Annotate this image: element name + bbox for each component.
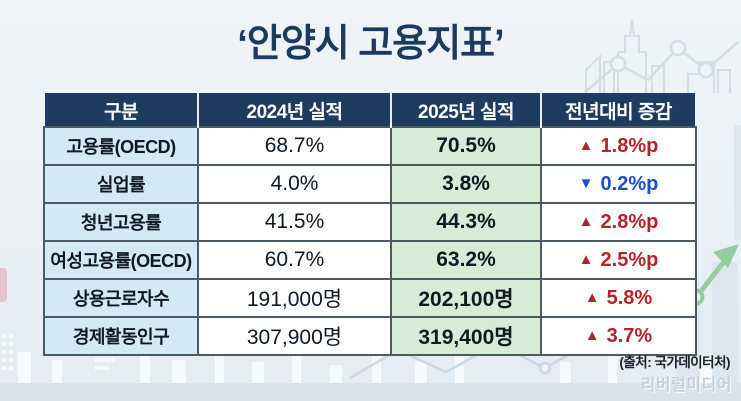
row-label: 상용근로자수 xyxy=(45,280,197,316)
change-value: 2.8%p xyxy=(600,210,659,233)
table-body: 고용률(OECD) 68.7% 70.5% ▲ 1.8%p 실업률 4.0% 3.8% ▼ 0.2… xyxy=(45,128,695,354)
up-arrow-icon: ▲ xyxy=(578,212,594,230)
up-arrow-icon: ▲ xyxy=(584,326,600,344)
value-2025: 70.5% xyxy=(390,128,540,164)
up-arrow-icon: ▲ xyxy=(578,136,594,154)
up-arrow-icon: ▲ xyxy=(578,250,594,268)
change-value: 0.2%p xyxy=(600,172,659,195)
value-2025: 319,400명 xyxy=(390,318,540,354)
value-2024: 307,900명 xyxy=(197,318,390,354)
row-label: 고용률(OECD) xyxy=(45,128,197,164)
header-category: 구분 xyxy=(104,102,138,123)
row-label: 여성고용률(OECD) xyxy=(45,242,197,278)
value-2025: 44.3% xyxy=(390,204,540,240)
header-2024: 2024년 실적 xyxy=(197,93,390,128)
employment-table: 구분 2024년 실적 2025년 실적 전년대비 증감 고용률(OECD) 68… xyxy=(45,93,695,354)
change-cell: ▼ 0.2%p xyxy=(540,166,695,202)
change-value: 5.8% xyxy=(606,286,653,309)
change-value: 3.7% xyxy=(606,324,653,347)
table-row: 실업률 4.0% 3.8% ▼ 0.2%p xyxy=(45,164,695,202)
value-2024: 60.7% xyxy=(197,242,390,278)
value-2025: 3.8% xyxy=(390,166,540,202)
bottom-band xyxy=(0,383,741,401)
row-label: 실업률 xyxy=(45,166,197,202)
value-2024: 68.7% xyxy=(197,128,390,164)
table-row: 여성고용률(OECD) 60.7% 63.2% ▲ 2.5%p xyxy=(45,240,695,278)
window-dots-decoration xyxy=(2,334,13,370)
change-cell: ▲ 2.8%p xyxy=(540,204,695,240)
table-row: 청년고용률 41.5% 44.3% ▲ 2.8%p xyxy=(45,202,695,240)
change-cell: ▲ 5.8% xyxy=(540,280,695,316)
watermark: 리버럴미디어 xyxy=(640,377,732,394)
header-2025: 2025년 실적 xyxy=(390,93,540,128)
table-row: 경제활동인구 307,900명 319,400명 ▲ 3.7% xyxy=(45,316,695,354)
table-header-row: 구분 2024년 실적 2025년 실적 전년대비 증감 xyxy=(45,93,695,128)
page-title: ‘안양시 고용지표’ xyxy=(237,23,504,65)
change-value: 1.8%p xyxy=(600,134,659,157)
value-2025: 202,100명 xyxy=(390,280,540,316)
change-value: 2.5%p xyxy=(600,248,659,271)
change-cell: ▲ 3.7% xyxy=(540,318,695,354)
value-2025: 63.2% xyxy=(390,242,540,278)
header-change: 전년대비 증감 xyxy=(540,93,695,128)
line-chart-decoration xyxy=(584,39,739,93)
down-arrow-icon: ▼ xyxy=(578,174,594,192)
city-skyline-icon xyxy=(585,19,731,93)
row-label: 경제활동인구 xyxy=(45,318,197,354)
row-label: 청년고용률 xyxy=(45,204,197,240)
value-2024: 191,000명 xyxy=(197,280,390,316)
change-cell: ▲ 1.8%p xyxy=(540,128,695,164)
table-row: 고용률(OECD) 68.7% 70.5% ▲ 1.8%p xyxy=(45,128,695,164)
pink-shape-decoration xyxy=(0,268,7,302)
value-2024: 4.0% xyxy=(197,166,390,202)
change-cell: ▲ 2.5%p xyxy=(540,242,695,278)
value-2024: 41.5% xyxy=(197,204,390,240)
table-row: 상용근로자수 191,000명 202,100명 ▲ 5.8% xyxy=(45,278,695,316)
skyline-bars-decoration xyxy=(18,344,712,383)
source-note: (출처: 국가데이터처) xyxy=(619,355,730,370)
up-arrow-icon: ▲ xyxy=(584,288,600,306)
